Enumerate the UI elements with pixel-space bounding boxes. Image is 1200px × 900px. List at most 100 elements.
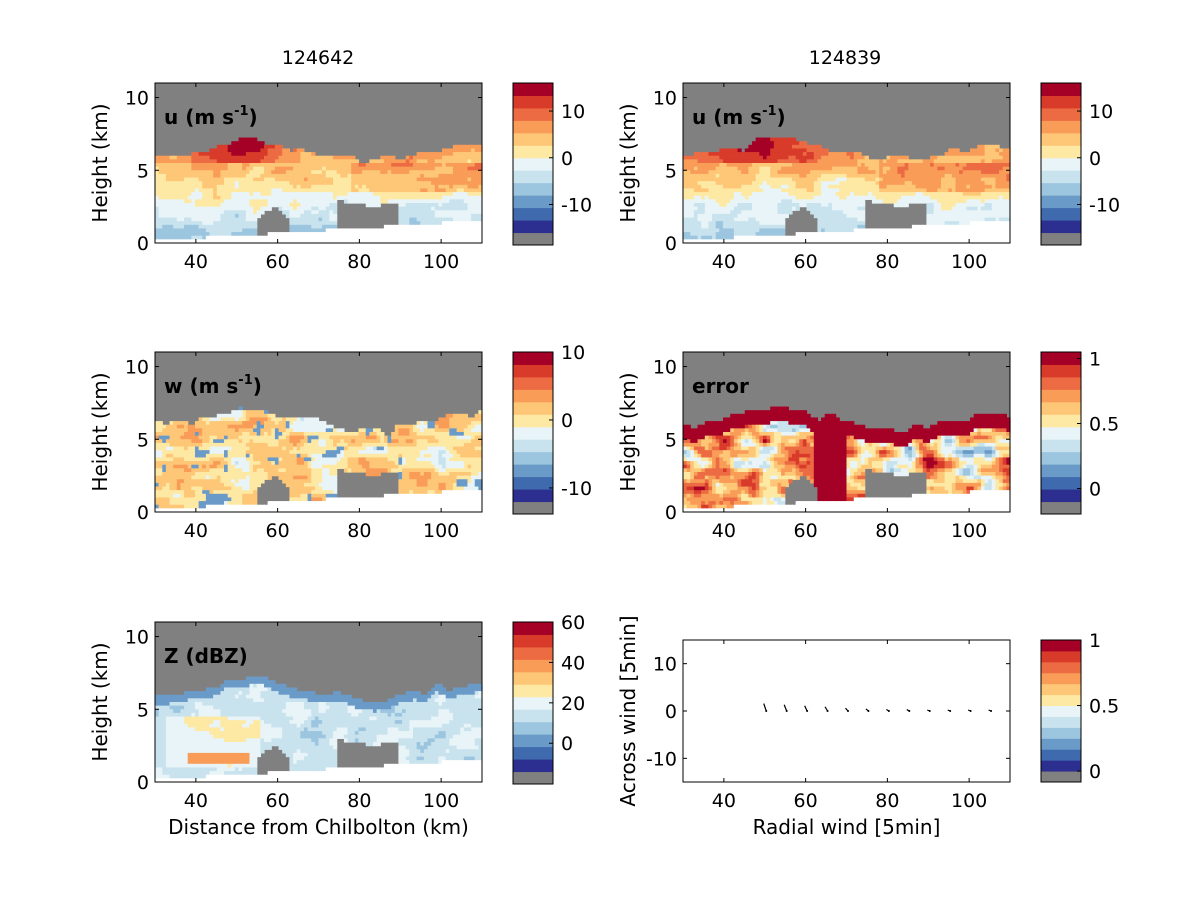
vector-axes-bg <box>683 640 1010 782</box>
colorbar-missing-swatch <box>513 501 553 514</box>
colorbar-swatch <box>513 451 553 465</box>
colorbar-tick-label: 0 <box>1089 148 1101 170</box>
xtick-label: 60 <box>266 520 290 542</box>
colorbar-u-124839: 10 0 -10 <box>1040 82 1120 246</box>
xtick-label: 80 <box>347 790 371 812</box>
colorbar-swatch <box>1041 132 1081 146</box>
colorbar-tick-label: 0 <box>1089 479 1101 501</box>
ytick-label: -10 <box>646 748 677 770</box>
ytick-label: 0 <box>137 233 149 255</box>
colorbar-swatch <box>1041 207 1081 221</box>
colorbar-swatch <box>513 426 553 440</box>
xtick-label: 100 <box>423 520 459 542</box>
panel-label: error <box>692 374 749 398</box>
colorbar-tick-label: 0.5 <box>1089 414 1119 436</box>
wind-vector-head-9 <box>949 710 952 712</box>
wind-vector-head-7 <box>908 710 911 712</box>
xtick-label: 100 <box>423 790 459 812</box>
colorbar-tick-label: 60 <box>561 612 585 634</box>
colorbar-swatch <box>1041 401 1081 415</box>
colorbar-tick-label: 0 <box>561 148 573 170</box>
colorbar-swatch <box>1041 683 1081 696</box>
colorbar-missing-swatch <box>513 232 553 245</box>
xtick-label: 40 <box>712 520 736 542</box>
field-z-124642 <box>155 622 483 783</box>
colorbar-swatch <box>1041 352 1081 365</box>
colorbar-swatch <box>513 721 553 735</box>
colorbar-swatch <box>513 709 553 723</box>
xtick-label: 40 <box>184 520 208 542</box>
colorbar-swatch <box>513 107 553 121</box>
ytick-label: 10 <box>125 88 149 110</box>
ytick-label: 0 <box>137 502 149 524</box>
colorbar-swatch <box>1041 661 1081 674</box>
colorbar-tick-label: 20 <box>561 693 585 715</box>
field-w-124642 <box>155 352 483 513</box>
panel-label: Z (dBZ) <box>164 644 248 668</box>
colorbar-swatch <box>513 132 553 146</box>
colorbar-swatch <box>1041 120 1081 134</box>
colorbar-swatch <box>1041 451 1081 465</box>
colorbar-swatch <box>513 464 553 478</box>
colorbar-swatch <box>1041 170 1081 184</box>
colorbar-swatch <box>1041 95 1081 109</box>
colorbar-swatch <box>513 182 553 196</box>
colorbar-frame <box>1040 82 1082 246</box>
wind-vector-head-4 <box>847 710 849 712</box>
colorbar-swatch <box>513 376 553 390</box>
colorbar-tick-label: 1 <box>1089 349 1101 371</box>
colorbar-z-124642: 60 40 20 0 <box>512 612 585 785</box>
ytick-label: 10 <box>653 357 677 379</box>
axes-frame-u-124642 <box>154 82 483 244</box>
wind-vector-head-8 <box>928 710 931 712</box>
ylabel: Height (km) <box>616 103 640 222</box>
wind-vector-head-2 <box>806 710 809 712</box>
colorbar-swatch <box>513 170 553 184</box>
colorbar-swatch <box>513 364 553 378</box>
colorbar-w-124642: 10 0 -10 <box>512 342 592 515</box>
field-u-124642 <box>155 83 483 244</box>
colorbar-swatch <box>513 157 553 171</box>
colorbar-swatch <box>1041 220 1081 234</box>
xtick-label: 40 <box>712 790 736 812</box>
axes-frame-u-124839 <box>682 82 1011 244</box>
colorbar-swatch <box>1041 705 1081 717</box>
colorbar-swatch <box>1041 464 1081 478</box>
xtick-label: 60 <box>794 520 818 542</box>
colorbar-swatch <box>513 684 553 698</box>
colorbar-swatch <box>513 659 553 673</box>
xtick-label: 80 <box>875 790 899 812</box>
colorbar-swatch <box>1041 749 1081 761</box>
ytick-label: 10 <box>653 88 677 110</box>
wind-vector-head-10 <box>969 710 972 712</box>
xlabel: Radial wind [5min] <box>753 815 941 839</box>
ytick-label: 5 <box>137 160 149 182</box>
colorbar-swatch <box>1041 107 1081 121</box>
colorbar-swatch <box>513 476 553 490</box>
xtick-label: 100 <box>951 790 987 812</box>
ytick-label: 0 <box>137 772 149 794</box>
ytick-label: 5 <box>137 429 149 451</box>
axes-frame-error-124839 <box>682 351 1011 513</box>
colorbar-swatch <box>1041 489 1081 503</box>
column-title-left: 124642 <box>282 47 355 69</box>
colorbar-swatch <box>1041 195 1081 209</box>
ytick-label: 0 <box>665 233 677 255</box>
colorbar-swatch <box>1041 145 1081 159</box>
xtick-label: 40 <box>184 790 208 812</box>
colorbar-tick-label: 0 <box>561 733 573 755</box>
colorbar-swatch <box>513 145 553 159</box>
xtick-label: 100 <box>951 251 987 273</box>
colorbar-missing-swatch <box>513 771 553 784</box>
xtick-label: 100 <box>423 251 459 273</box>
colorbar-swatch <box>513 401 553 415</box>
colorbar-swatch <box>513 83 553 96</box>
colorbar-swatch <box>1041 182 1081 196</box>
xlabel: Distance from Chilbolton (km) <box>168 815 469 839</box>
colorbar-swatch <box>1041 640 1081 652</box>
colorbar-frame <box>1040 639 1082 783</box>
colorbar-swatch <box>1041 376 1081 390</box>
field-u-124839 <box>683 83 1011 244</box>
xtick-label: 80 <box>347 251 371 273</box>
